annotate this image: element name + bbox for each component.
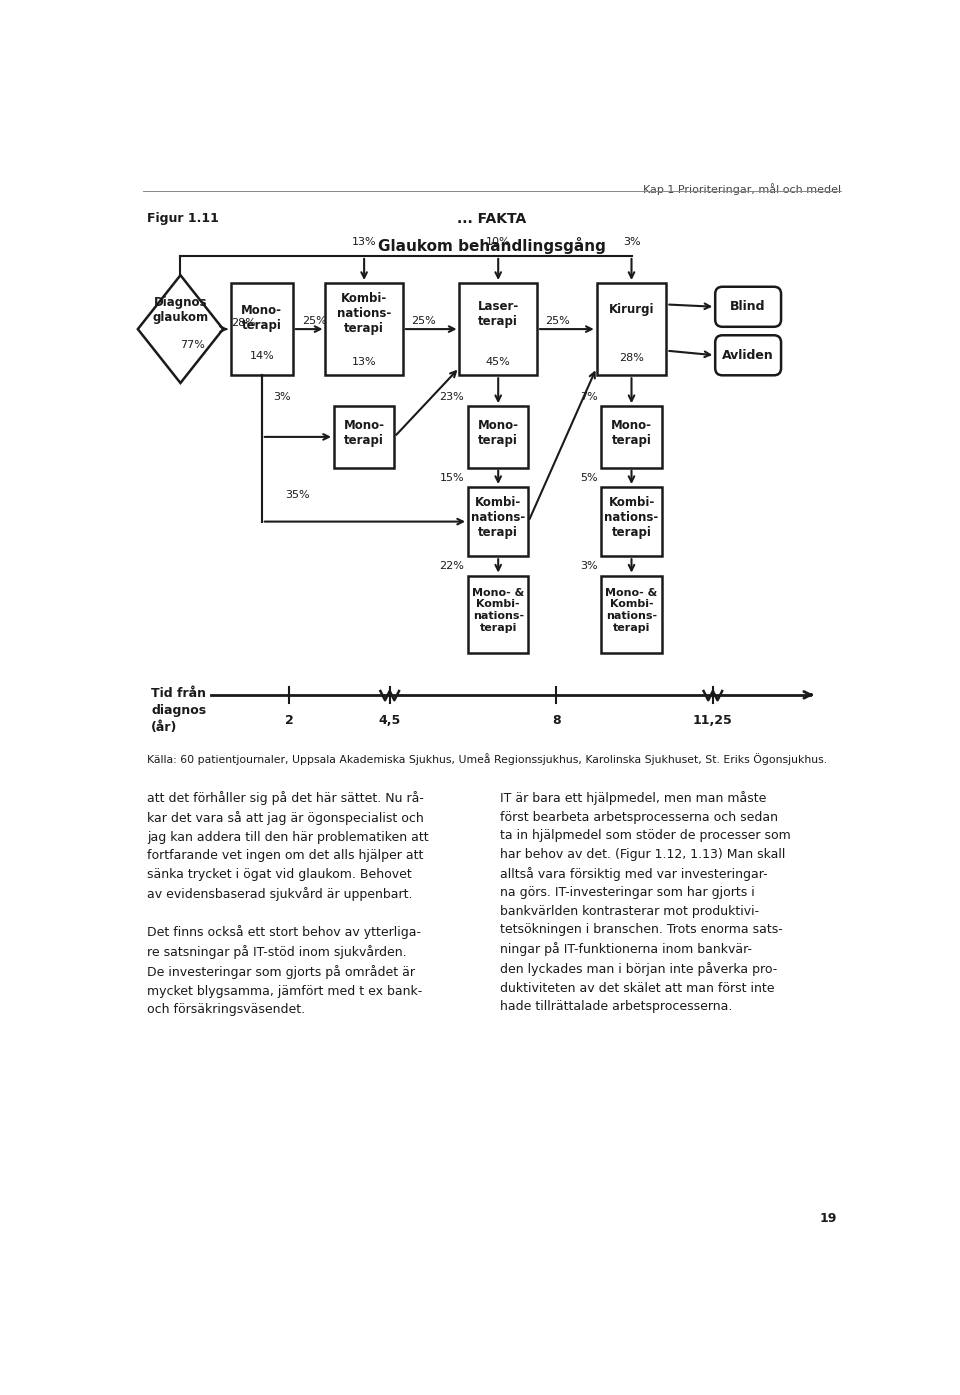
Text: Källa: 60 patientjournaler, Uppsala Akademiska Sjukhus, Umeå Regionssjukhus, Kar: Källa: 60 patientjournaler, Uppsala Akad… xyxy=(147,752,828,764)
Text: 15%: 15% xyxy=(440,473,464,483)
Text: Mono-
terapi: Mono- terapi xyxy=(241,304,282,332)
Text: 8: 8 xyxy=(552,714,561,727)
FancyBboxPatch shape xyxy=(468,576,528,653)
Text: Kombi-
nations-
terapi: Kombi- nations- terapi xyxy=(471,497,525,540)
Text: Kombi-
nations-
terapi: Kombi- nations- terapi xyxy=(337,292,392,335)
FancyBboxPatch shape xyxy=(601,487,661,557)
Text: 25%: 25% xyxy=(302,317,326,326)
Polygon shape xyxy=(138,275,223,384)
Text: 22%: 22% xyxy=(440,561,464,572)
Text: Mono-
terapi: Mono- terapi xyxy=(611,418,652,446)
FancyBboxPatch shape xyxy=(601,576,661,653)
Text: 13%: 13% xyxy=(351,237,376,247)
Text: Mono-
terapi: Mono- terapi xyxy=(344,418,385,446)
Text: Kombi-
nations-
terapi: Kombi- nations- terapi xyxy=(605,497,659,540)
FancyBboxPatch shape xyxy=(325,283,403,375)
Text: 4,5: 4,5 xyxy=(378,714,401,727)
Text: 45%: 45% xyxy=(486,357,511,367)
Text: Tid från
diagnos
(år): Tid från diagnos (år) xyxy=(151,688,206,734)
Text: Laser-
terapi: Laser- terapi xyxy=(477,300,518,328)
FancyBboxPatch shape xyxy=(334,406,395,467)
FancyBboxPatch shape xyxy=(601,406,661,467)
Text: 14%: 14% xyxy=(250,352,275,361)
Text: att det förhåller sig på det här sättet. Nu rå-
kar det vara så att jag är ögons: att det förhåller sig på det här sättet.… xyxy=(147,791,429,1016)
Text: 13%: 13% xyxy=(351,357,376,367)
Text: Kap 1 Prioriteringar, mål och medel: Kap 1 Prioriteringar, mål och medel xyxy=(642,183,841,195)
Text: 2: 2 xyxy=(284,714,294,727)
Text: 35%: 35% xyxy=(285,490,310,499)
Text: 3%: 3% xyxy=(580,561,597,572)
Text: Blind: Blind xyxy=(730,300,765,314)
Text: Diagnos
glaukom: Diagnos glaukom xyxy=(153,296,208,324)
Text: Avliden: Avliden xyxy=(722,349,774,361)
Text: IT är bara ett hjälpmedel, men man måste
först bearbeta arbetsprocesserna och se: IT är bara ett hjälpmedel, men man måste… xyxy=(500,791,790,1013)
Text: Kirurgi: Kirurgi xyxy=(609,303,655,317)
Text: 25%: 25% xyxy=(544,317,569,326)
FancyBboxPatch shape xyxy=(230,283,293,375)
Text: Figur 1.11: Figur 1.11 xyxy=(147,212,219,225)
Text: 3%: 3% xyxy=(274,392,291,402)
Text: 7%: 7% xyxy=(580,392,597,402)
Text: 11,25: 11,25 xyxy=(693,714,732,727)
FancyBboxPatch shape xyxy=(468,406,528,467)
FancyBboxPatch shape xyxy=(715,335,781,375)
Text: 10%: 10% xyxy=(486,237,511,247)
Text: 3%: 3% xyxy=(623,237,640,247)
Text: 5%: 5% xyxy=(580,473,597,483)
Text: Glaukom behandlingsgång: Glaukom behandlingsgång xyxy=(378,237,606,254)
Text: 28%: 28% xyxy=(230,318,255,328)
FancyBboxPatch shape xyxy=(468,487,528,557)
Text: 28%: 28% xyxy=(619,353,644,363)
Text: Mono-
terapi: Mono- terapi xyxy=(478,418,518,446)
FancyBboxPatch shape xyxy=(715,287,781,326)
Text: Mono- &
Kombi-
nations-
terapi: Mono- & Kombi- nations- terapi xyxy=(472,587,524,632)
FancyBboxPatch shape xyxy=(596,283,666,375)
FancyBboxPatch shape xyxy=(460,283,537,375)
Text: 25%: 25% xyxy=(411,317,436,326)
Text: Mono- &
Kombi-
nations-
terapi: Mono- & Kombi- nations- terapi xyxy=(606,587,658,632)
Text: 77%: 77% xyxy=(180,339,204,350)
Text: ... FAKTA: ... FAKTA xyxy=(457,212,527,226)
Text: 23%: 23% xyxy=(440,392,464,402)
Text: 19: 19 xyxy=(820,1212,837,1225)
